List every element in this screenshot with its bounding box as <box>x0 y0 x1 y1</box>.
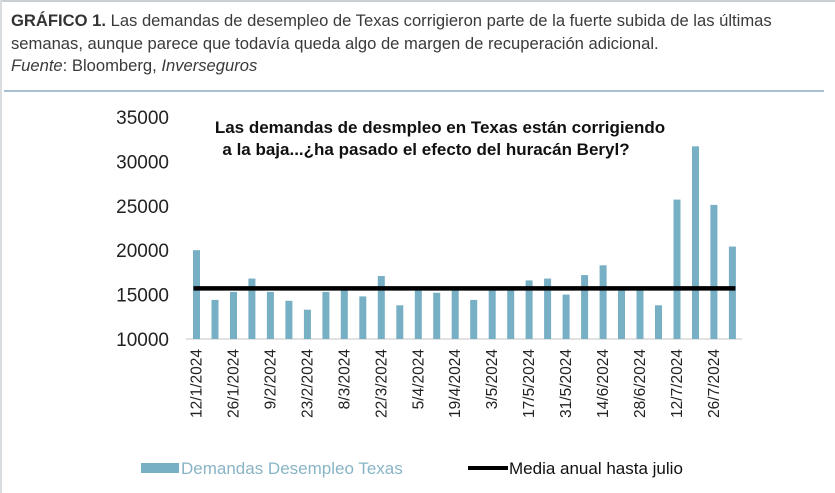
x-tick-label: 19/4/2024 <box>447 349 464 418</box>
bar <box>340 290 348 339</box>
x-tick-label: 23/2/2024 <box>299 349 316 418</box>
bar <box>285 300 293 339</box>
bar <box>488 289 496 339</box>
bar <box>230 291 237 339</box>
frame-border-top <box>0 0 835 2</box>
y-tick-label: 20000 <box>116 241 169 262</box>
y-tick-label: 15000 <box>116 286 169 307</box>
x-tick-label: 3/5/2024 <box>484 349 501 410</box>
bar <box>470 299 478 339</box>
y-tick-label: 25000 <box>116 197 169 218</box>
legend-line-label: Media anual hasta julio <box>509 459 683 478</box>
legend: Demandas Desempleo Texas Media anual has… <box>141 459 683 478</box>
y-tick-label: 35000 <box>116 108 169 129</box>
bars-series <box>193 146 736 339</box>
frame-border-left <box>0 0 2 493</box>
bar <box>359 296 367 339</box>
bar <box>396 305 404 339</box>
bar <box>507 289 515 339</box>
caption-separator <box>4 90 824 92</box>
x-axis: 12/1/2024 26/1/2024 9/2/2024 23/2/2024 8/3/2… <box>189 349 723 418</box>
bar <box>599 265 607 339</box>
x-tick-label: 12/1/2024 <box>189 349 206 418</box>
bar <box>211 299 219 339</box>
bar <box>618 289 625 339</box>
y-axis: 10000 15000 20000 25000 30000 35000 <box>116 108 169 351</box>
x-tick-label: 8/3/2024 <box>336 349 353 410</box>
x-tick-label: 28/6/2024 <box>632 349 649 418</box>
bar <box>451 288 459 339</box>
bar <box>636 289 644 339</box>
y-tick-label: 10000 <box>116 330 169 351</box>
bar <box>710 204 718 339</box>
bar <box>377 276 385 339</box>
source-label: Fuente <box>11 56 63 75</box>
source-separator: : Bloomberg, <box>62 56 162 75</box>
chart-title-line-2: a la baja...¿ha pasado el efecto del hur… <box>222 140 629 159</box>
bar <box>303 309 311 339</box>
bar <box>525 280 533 339</box>
bar <box>673 199 681 339</box>
bar <box>248 278 256 339</box>
bar <box>193 250 200 339</box>
legend-bar-label: Demandas Desempleo Texas <box>181 459 403 478</box>
bar <box>692 146 699 339</box>
bar <box>322 291 330 339</box>
x-tick-label: 22/3/2024 <box>373 349 390 418</box>
x-tick-label: 9/2/2024 <box>262 349 279 410</box>
x-tick-label: 12/7/2024 <box>669 349 686 418</box>
legend-bar-swatch <box>141 463 179 473</box>
bar <box>655 305 662 339</box>
figure-caption: GRÁFICO 1. Las demandas de desempleo de … <box>11 10 826 78</box>
caption-text: Las demandas de desempleo de Texas corri… <box>11 11 772 53</box>
caption-label: GRÁFICO 1. <box>11 11 106 30</box>
x-tick-label: 26/1/2024 <box>225 349 242 418</box>
bar <box>544 278 552 339</box>
x-tick-label: 31/5/2024 <box>558 349 575 418</box>
bar <box>266 291 274 339</box>
bar <box>562 294 570 339</box>
bar <box>433 292 441 339</box>
bar <box>581 275 589 339</box>
x-tick-label: 26/7/2024 <box>706 349 723 418</box>
x-tick-label: 14/6/2024 <box>595 349 612 418</box>
y-tick-label: 30000 <box>116 152 169 173</box>
x-tick-label: 5/4/2024 <box>410 349 427 410</box>
source-name: Inverseguros <box>161 56 258 75</box>
chart-title-line-1: Las demandas de desmpleo en Texas están … <box>215 118 665 137</box>
x-tick-label: 17/5/2024 <box>521 349 538 418</box>
bar <box>728 246 736 339</box>
bar <box>414 289 422 339</box>
